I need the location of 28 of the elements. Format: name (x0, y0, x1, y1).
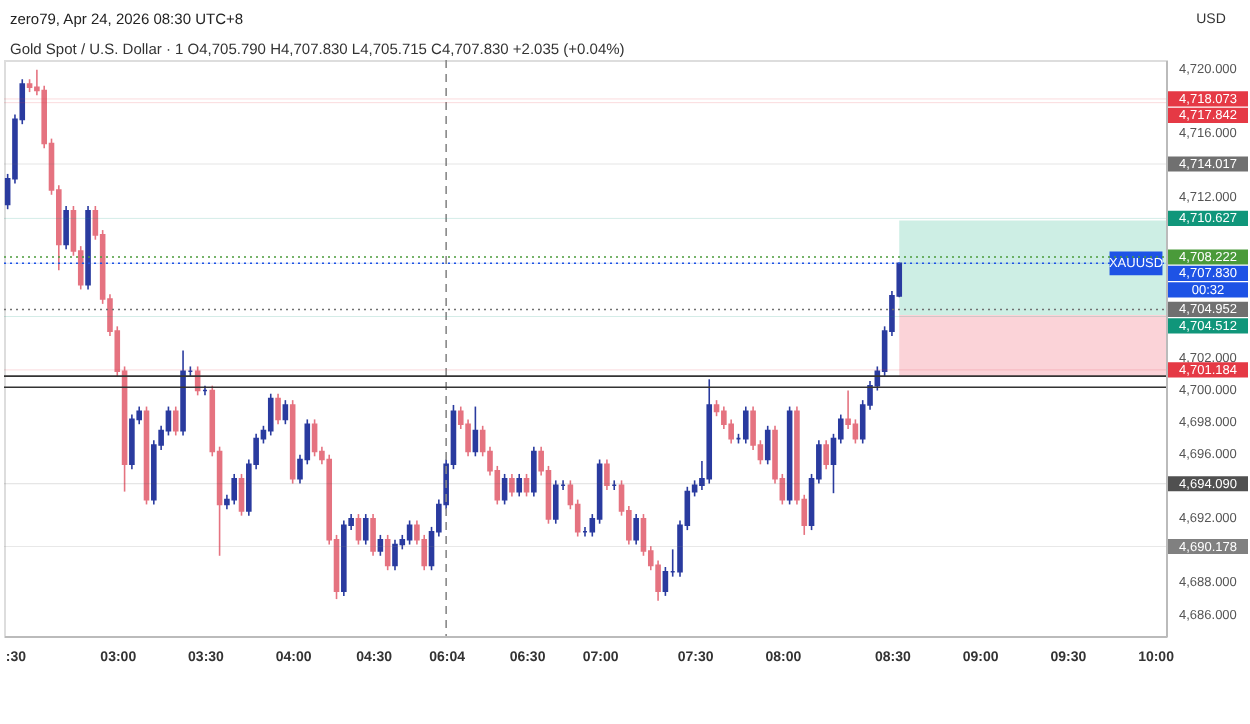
candlestick (531, 445, 537, 498)
candlestick (311, 418, 318, 458)
candlestick (238, 473, 245, 517)
candlestick (552, 479, 559, 525)
candlestick (172, 405, 179, 437)
candlestick (275, 392, 281, 426)
candlestick (852, 418, 859, 445)
candlestick (267, 392, 274, 437)
candlestick (392, 538, 398, 572)
candlestick (377, 534, 384, 557)
candlestick (406, 519, 413, 546)
candlestick (362, 513, 369, 546)
candlestick (764, 425, 771, 466)
candlestick (742, 405, 749, 445)
candlestick (633, 513, 639, 546)
candlestick (370, 513, 376, 557)
candlestick (523, 473, 530, 498)
candlestick (604, 458, 610, 491)
candlestick (129, 413, 135, 470)
candlestick (823, 439, 829, 470)
candlestick (231, 473, 238, 506)
candlestick (282, 399, 289, 426)
candlestick (384, 534, 391, 572)
candlestick (516, 473, 523, 498)
candlestick (662, 566, 669, 597)
candlestick (509, 473, 515, 498)
candlestick (63, 205, 69, 251)
candlestick (355, 513, 362, 546)
